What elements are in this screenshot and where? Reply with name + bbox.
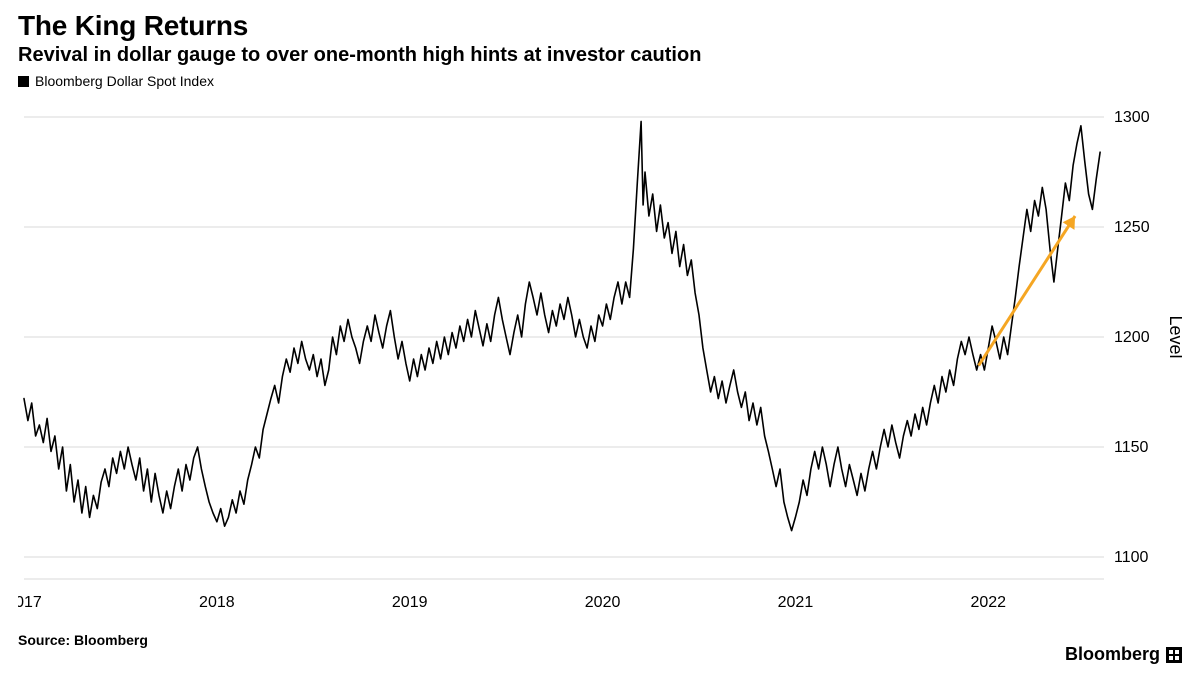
- chart-plot: 1100 1150 1200 1250 1300 2017 2018 2019 2020 2021…: [18, 91, 1182, 626]
- brand-logo-icon: [1166, 647, 1182, 663]
- svg-text:Level: Level: [1166, 315, 1182, 358]
- legend-swatch: [18, 76, 29, 87]
- legend-label: Bloomberg Dollar Spot Index: [35, 73, 214, 89]
- svg-text:1200: 1200: [1114, 329, 1150, 346]
- chart-subtitle: Revival in dollar gauge to over one-mont…: [18, 44, 1182, 67]
- chart-title: The King Returns: [18, 10, 1182, 42]
- svg-text:2021: 2021: [778, 594, 814, 611]
- svg-text:2018: 2018: [199, 594, 235, 611]
- svg-text:2019: 2019: [392, 594, 428, 611]
- chart-svg: 1100 1150 1200 1250 1300 2017 2018 2019 2020 2021…: [18, 91, 1182, 621]
- chart-frame: The King Returns Revival in dollar gauge…: [0, 0, 1200, 675]
- svg-text:2022: 2022: [970, 594, 1006, 611]
- svg-text:1250: 1250: [1114, 219, 1150, 236]
- svg-text:2017: 2017: [18, 594, 42, 611]
- svg-text:2020: 2020: [585, 594, 621, 611]
- chart-legend: Bloomberg Dollar Spot Index: [18, 73, 1182, 89]
- chart-source: Source: Bloomberg: [18, 632, 1182, 648]
- svg-text:1150: 1150: [1114, 439, 1149, 456]
- brand-label: Bloomberg: [1065, 644, 1160, 665]
- brand: Bloomberg: [1065, 644, 1182, 665]
- svg-text:1300: 1300: [1114, 109, 1150, 126]
- svg-text:1100: 1100: [1114, 549, 1149, 566]
